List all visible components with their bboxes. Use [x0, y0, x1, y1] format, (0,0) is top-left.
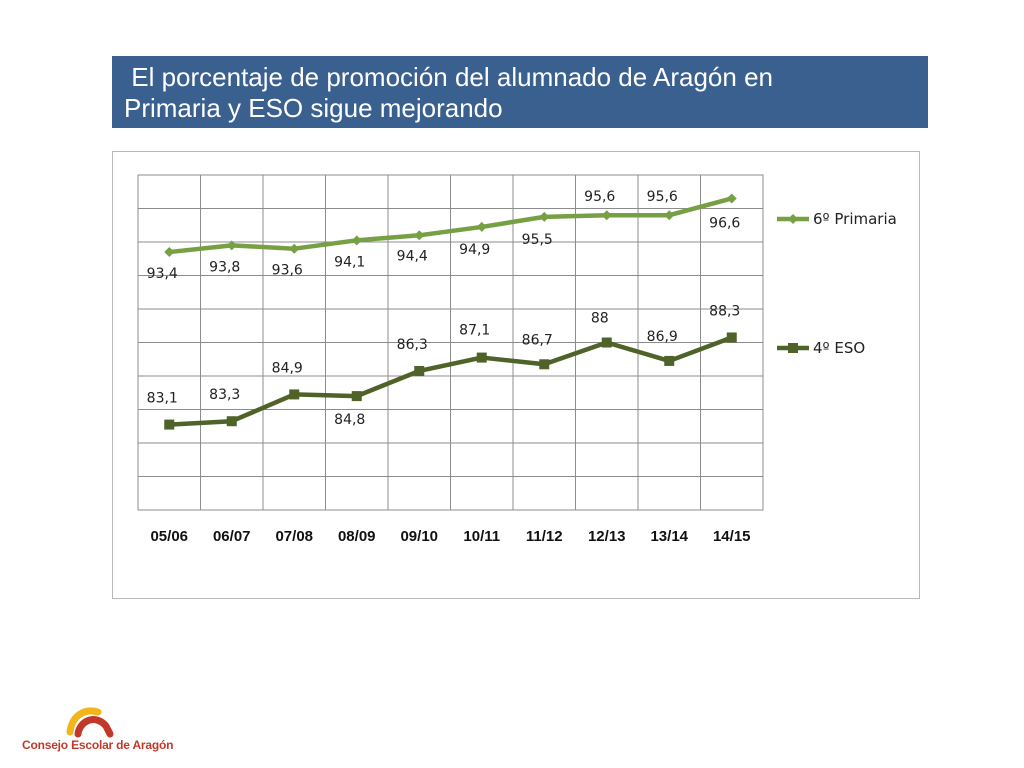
data-label: 86,9 — [647, 329, 678, 345]
data-point-marker — [289, 243, 300, 254]
x-tick-label: 05/06 — [150, 528, 188, 545]
data-point-marker — [726, 332, 737, 343]
data-label: 87,1 — [459, 323, 490, 339]
data-label: 95,6 — [584, 189, 615, 205]
data-label: 93,6 — [272, 263, 303, 279]
data-point-marker — [351, 391, 362, 402]
data-point-marker — [226, 240, 237, 251]
title-banner: El porcentaje de promoción del alumnado … — [112, 56, 928, 128]
x-tick-label: 09/10 — [400, 528, 438, 545]
x-tick-label: 08/09 — [338, 528, 376, 545]
data-label: 84,9 — [272, 360, 303, 376]
data-label: 84,8 — [334, 412, 365, 428]
legend-label: 4º ESO — [813, 339, 865, 357]
data-label: 94,9 — [459, 242, 490, 258]
x-tick-label: 11/12 — [526, 528, 563, 545]
data-point-marker — [601, 210, 612, 221]
line-chart: 05/06 06/07 07/08 08/09 09/10 10/11 11/12 12/13… — [137, 174, 897, 545]
x-tick-label: 07/08 — [275, 528, 313, 545]
data-point-marker — [351, 235, 362, 246]
data-point-marker — [539, 211, 550, 222]
slide-title-line-1: El porcentaje de promoción del alumnado … — [124, 62, 773, 92]
slide-title-line-2: Primaria y ESO sigue mejorando — [124, 93, 503, 123]
data-point-marker — [664, 355, 675, 366]
data-label: 83,3 — [209, 387, 240, 403]
data-point-marker — [164, 247, 175, 258]
arc-logo-icon — [66, 707, 114, 738]
data-point-marker — [476, 221, 487, 232]
series-line — [169, 196, 733, 255]
x-tick-label: 14/15 — [713, 528, 751, 545]
data-label: 96,6 — [709, 215, 740, 231]
data-point-marker — [601, 337, 612, 348]
legend-marker — [788, 214, 798, 224]
data-label: 86,3 — [397, 337, 428, 353]
organization-name: Consejo Escolar de Aragón — [22, 738, 174, 752]
data-label: 94,4 — [397, 248, 428, 264]
data-label: 94,1 — [334, 254, 365, 270]
data-label: 83,1 — [147, 391, 178, 407]
data-label: 86,7 — [522, 332, 553, 348]
chart-frame: 05/06 06/07 07/08 08/09 09/10 10/11 11/12 12/13… — [112, 151, 920, 599]
data-point-marker — [414, 230, 425, 241]
data-point-marker — [726, 193, 737, 204]
data-point-marker — [289, 389, 300, 400]
x-tick-label: 06/07 — [213, 528, 251, 545]
x-tick-label: 10/11 — [463, 528, 500, 545]
data-label: 88 — [591, 311, 609, 327]
data-point-marker — [539, 359, 550, 370]
series-line — [169, 335, 733, 427]
legend-label: 6º Primaria — [813, 210, 897, 228]
data-point-marker — [414, 365, 425, 376]
x-tick-label: 13/14 — [650, 528, 688, 545]
legend-marker — [788, 343, 798, 353]
x-tick-label: 12/13 — [588, 528, 626, 545]
data-label: 93,8 — [209, 259, 240, 275]
data-point-marker — [226, 416, 237, 427]
data-label: 93,4 — [147, 266, 178, 282]
data-point-marker — [664, 210, 675, 221]
data-label: 95,6 — [647, 189, 678, 205]
data-label: 95,5 — [522, 232, 553, 248]
data-label: 88,3 — [709, 303, 740, 319]
data-point-marker — [164, 419, 175, 430]
data-point-marker — [476, 352, 487, 363]
